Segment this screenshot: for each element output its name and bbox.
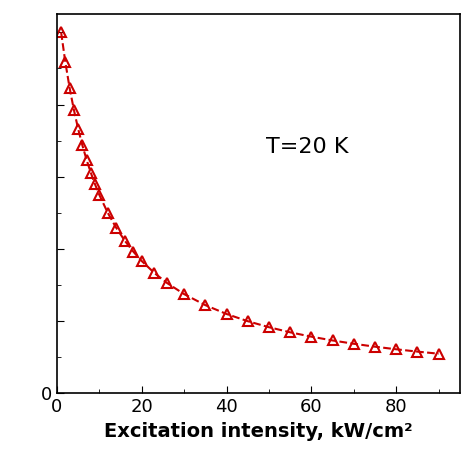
Text: T=20 K: T=20 K [266, 137, 349, 157]
X-axis label: Excitation intensity, kW/cm²: Excitation intensity, kW/cm² [104, 422, 413, 441]
